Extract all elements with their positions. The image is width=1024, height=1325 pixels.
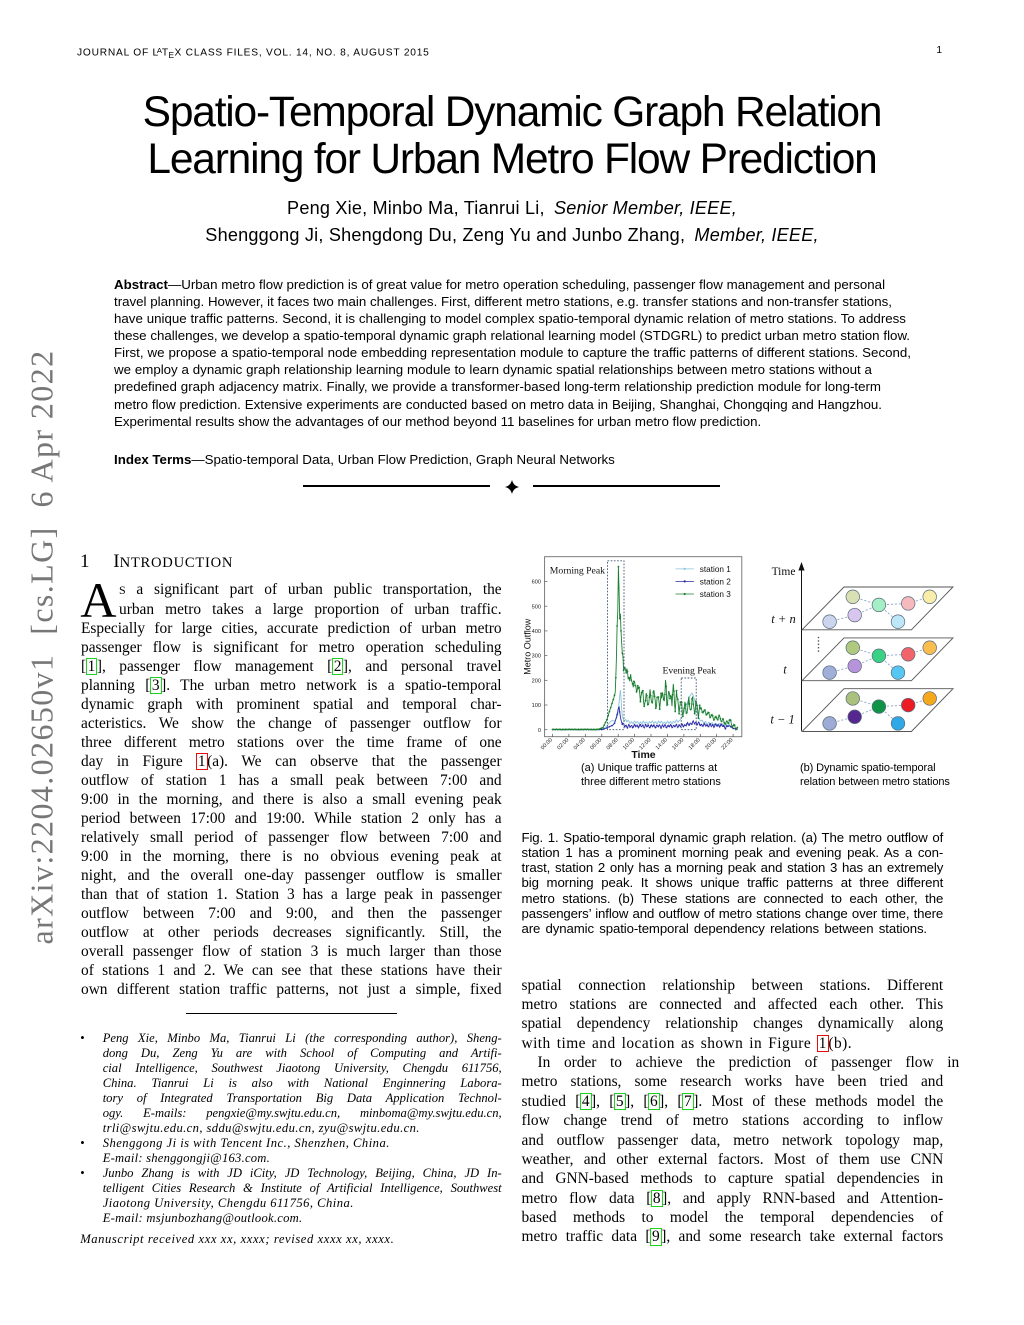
- svg-text:t: t: [783, 663, 787, 677]
- svg-text:100: 100: [532, 703, 541, 709]
- svg-text:station 2: station 2: [700, 578, 731, 587]
- svg-text:t + n: t + n: [771, 612, 795, 626]
- svg-text:400: 400: [532, 629, 541, 635]
- svg-text:Time: Time: [772, 566, 796, 578]
- svg-text:station 3: station 3: [700, 590, 731, 599]
- svg-text:00:00: 00:00: [540, 737, 554, 751]
- svg-text:Metro Outflow: Metro Outflow: [523, 618, 533, 675]
- svg-text:08:00: 08:00: [606, 737, 620, 751]
- svg-text:04:00: 04:00: [573, 737, 587, 751]
- svg-text:06:00: 06:00: [589, 737, 603, 751]
- svg-text:300: 300: [532, 654, 541, 660]
- svg-text:t − 1: t − 1: [770, 713, 794, 727]
- svg-text:0: 0: [538, 728, 541, 734]
- svg-text:14:00: 14:00: [655, 737, 669, 751]
- svg-text:Evening Peak: Evening Peak: [663, 666, 717, 677]
- svg-text:Morning Peak: Morning Peak: [550, 565, 605, 576]
- svg-text:600: 600: [532, 580, 541, 586]
- svg-text:200: 200: [532, 678, 541, 684]
- svg-text:22:00: 22:00: [721, 737, 735, 751]
- svg-text:Time: Time: [631, 749, 655, 761]
- svg-text:18:00: 18:00: [688, 737, 702, 751]
- svg-text:02:00: 02:00: [556, 737, 570, 751]
- svg-text:500: 500: [532, 604, 541, 610]
- svg-text:20:00: 20:00: [704, 737, 718, 751]
- svg-text:16:00: 16:00: [671, 737, 685, 751]
- svg-text:station 1: station 1: [700, 565, 731, 574]
